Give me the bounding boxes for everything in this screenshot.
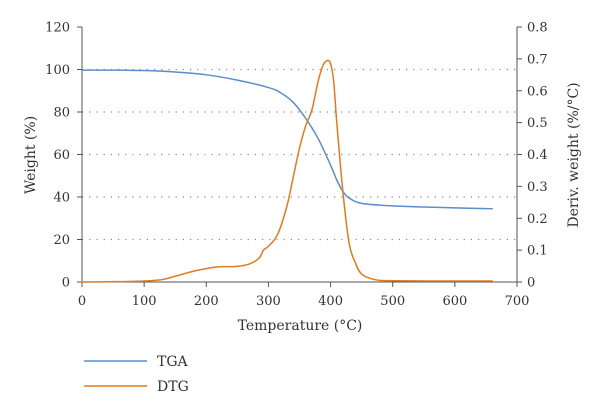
- y-left-tick-label: 120: [45, 21, 70, 36]
- y-right-tick-label: 0.6: [527, 84, 548, 99]
- y-right-tick-label: 0.8: [527, 21, 548, 36]
- x-tick-label: 200: [194, 294, 219, 309]
- y-left-tick-label: 60: [53, 148, 70, 163]
- x-tick-label: 0: [78, 294, 86, 309]
- y-right-tick-label: 0.2: [527, 212, 548, 227]
- x-axis-ticks: 0 100 200 300 400 500 600 700: [78, 282, 530, 309]
- legend: TGA DTG: [84, 354, 189, 395]
- y-left-tick-label: 100: [45, 63, 70, 78]
- series-line-dtg: [81, 59, 493, 283]
- y-right-tick-label: 0.4: [527, 148, 548, 163]
- y-axis-right-title: Deriv. weight (%/°C): [566, 82, 582, 227]
- y-axis-right-ticks: 0 0.1 0.2 0.3 0.4 0.5 0.6 0.7 0.8: [517, 21, 548, 291]
- y-left-tick-label: 80: [53, 106, 70, 121]
- x-tick-label: 400: [318, 294, 343, 309]
- y-left-tick-label: 40: [53, 191, 70, 206]
- y-right-tick-label: 0.7: [527, 52, 548, 67]
- grid-lines: [82, 68, 517, 241]
- y-right-tick-label: 0.1: [527, 244, 548, 259]
- y-right-tick-label: 0.3: [527, 180, 548, 195]
- series-line-tga: [81, 69, 493, 210]
- x-axis-title: Temperature (°C): [238, 318, 363, 334]
- y-right-tick-label: 0: [527, 276, 535, 291]
- x-tick-label: 500: [380, 294, 405, 309]
- x-tick-label: 600: [442, 294, 467, 309]
- y-left-tick-label: 0: [62, 276, 70, 291]
- y-left-tick-label: 20: [53, 233, 70, 248]
- y-axis-left-title: Weight (%): [23, 116, 39, 194]
- plot-series: [81, 59, 493, 283]
- y-right-tick-label: 0.5: [527, 116, 548, 131]
- x-tick-label: 100: [132, 294, 157, 309]
- y-axis-left-ticks: 0 20 40 60 80 100 120: [45, 21, 82, 291]
- legend-label-tga: TGA: [157, 354, 189, 370]
- x-tick-label: 700: [505, 294, 530, 309]
- x-tick-label: 300: [256, 294, 281, 309]
- legend-label-dtg: DTG: [157, 379, 189, 395]
